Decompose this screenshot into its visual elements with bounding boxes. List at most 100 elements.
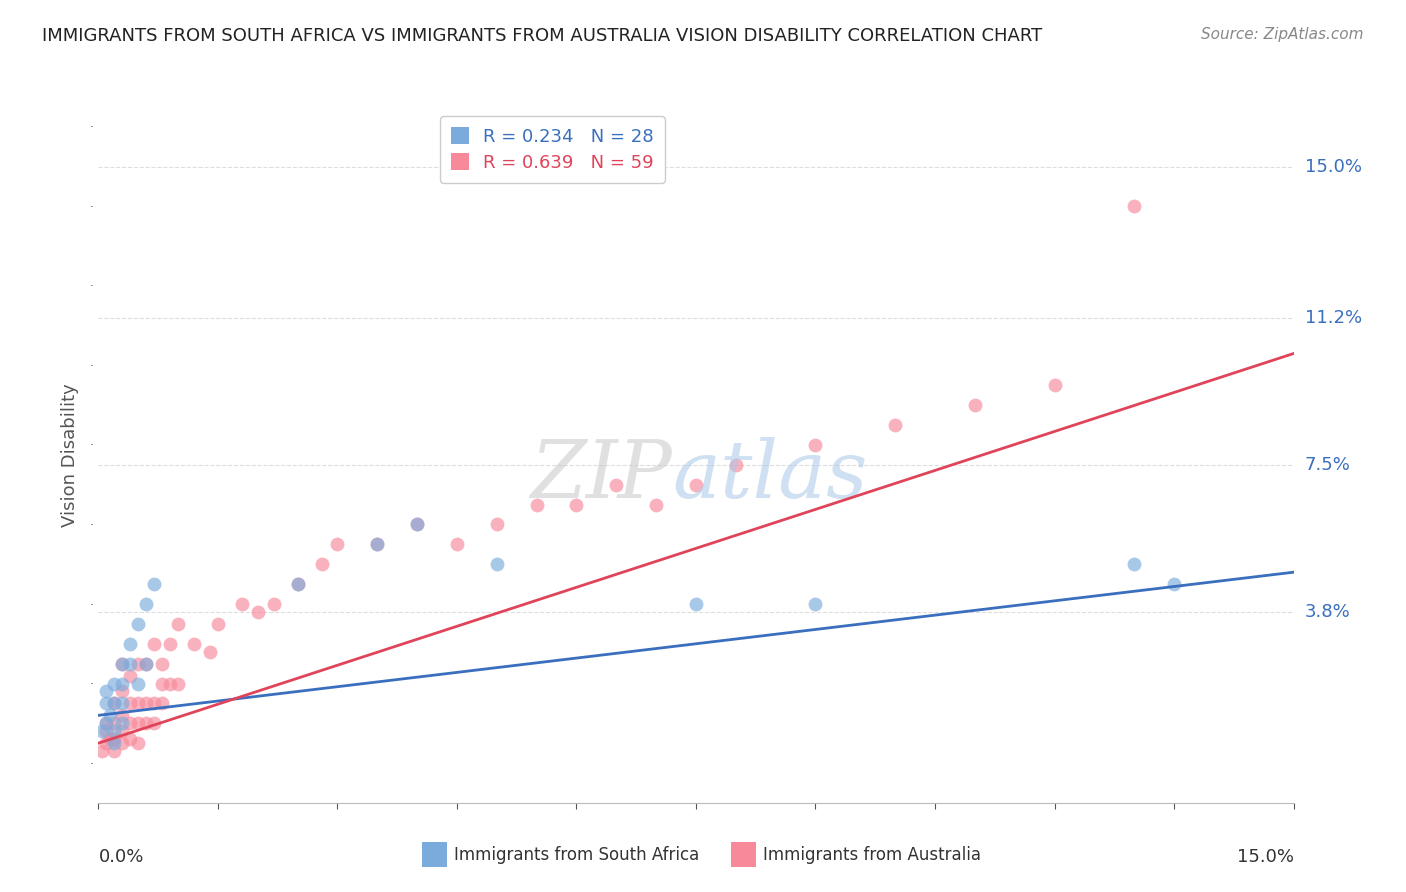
Text: 11.2%: 11.2% — [1305, 309, 1362, 326]
Point — [1163, 577, 1185, 591]
Point — [98, 732, 122, 747]
Point — [406, 517, 429, 532]
Point — [198, 645, 221, 659]
Point — [127, 657, 149, 671]
Point — [103, 732, 125, 747]
Point — [111, 736, 134, 750]
Point — [96, 724, 118, 739]
Text: 15.0%: 15.0% — [1236, 848, 1294, 866]
Point — [120, 716, 142, 731]
Point — [143, 697, 166, 711]
Point — [111, 724, 134, 739]
Point — [96, 716, 118, 731]
Point — [287, 577, 309, 591]
Point — [103, 724, 125, 739]
Point — [143, 637, 166, 651]
Point — [111, 716, 134, 731]
Point — [91, 744, 114, 758]
Text: Immigrants from South Africa: Immigrants from South Africa — [454, 846, 699, 863]
Point — [103, 676, 125, 690]
Point — [231, 597, 253, 611]
Point — [150, 676, 173, 690]
Y-axis label: Vision Disability: Vision Disability — [62, 383, 79, 527]
Point — [120, 732, 142, 747]
Point — [135, 657, 157, 671]
Point — [111, 657, 134, 671]
Point — [159, 637, 181, 651]
Point — [91, 724, 114, 739]
Point — [103, 716, 125, 731]
Point — [96, 684, 118, 698]
Point — [1123, 199, 1146, 213]
Point — [135, 657, 157, 671]
Point — [98, 708, 122, 723]
Point — [111, 657, 134, 671]
Point — [135, 716, 157, 731]
Point — [127, 697, 149, 711]
Point — [103, 736, 125, 750]
Point — [207, 616, 229, 631]
Point — [804, 597, 827, 611]
Legend: R = 0.234   N = 28, R = 0.639   N = 59: R = 0.234 N = 28, R = 0.639 N = 59 — [440, 116, 665, 183]
Point — [159, 676, 181, 690]
Point — [406, 517, 429, 532]
Point — [127, 716, 149, 731]
Point — [96, 716, 118, 731]
Point — [326, 537, 349, 551]
Point — [884, 418, 907, 433]
Point — [135, 697, 157, 711]
Point — [111, 708, 134, 723]
Point — [485, 558, 508, 572]
Point — [645, 498, 668, 512]
Text: 7.5%: 7.5% — [1305, 456, 1351, 474]
Point — [111, 684, 134, 698]
Point — [150, 697, 173, 711]
Text: 3.8%: 3.8% — [1305, 603, 1350, 621]
Point — [804, 438, 827, 452]
Point — [120, 657, 142, 671]
Point — [605, 477, 627, 491]
Point — [485, 517, 508, 532]
Point — [111, 676, 134, 690]
Point — [263, 597, 285, 611]
Point — [167, 616, 190, 631]
Text: Immigrants from Australia: Immigrants from Australia — [763, 846, 981, 863]
Point — [446, 537, 468, 551]
Text: ZIP: ZIP — [530, 437, 672, 515]
Point — [167, 676, 190, 690]
Point — [127, 736, 149, 750]
Point — [685, 597, 707, 611]
Point — [96, 736, 118, 750]
Point — [1043, 378, 1066, 392]
Point — [366, 537, 388, 551]
Point — [120, 668, 142, 682]
Text: 0.0%: 0.0% — [98, 848, 143, 866]
Point — [183, 637, 205, 651]
Point — [103, 697, 125, 711]
Text: Source: ZipAtlas.com: Source: ZipAtlas.com — [1201, 27, 1364, 42]
Point — [127, 616, 149, 631]
Point — [287, 577, 309, 591]
Point — [685, 477, 707, 491]
Point — [526, 498, 548, 512]
Point — [135, 597, 157, 611]
Point — [724, 458, 747, 472]
Point — [311, 558, 333, 572]
Point — [127, 676, 149, 690]
Text: IMMIGRANTS FROM SOUTH AFRICA VS IMMIGRANTS FROM AUSTRALIA VISION DISABILITY CORR: IMMIGRANTS FROM SOUTH AFRICA VS IMMIGRAN… — [42, 27, 1042, 45]
Point — [143, 577, 166, 591]
Point — [246, 605, 269, 619]
Text: 15.0%: 15.0% — [1305, 158, 1361, 176]
Point — [103, 744, 125, 758]
Point — [1123, 558, 1146, 572]
Point — [963, 398, 986, 412]
Point — [120, 637, 142, 651]
Point — [96, 697, 118, 711]
Point — [143, 716, 166, 731]
Point — [565, 498, 588, 512]
Point — [150, 657, 173, 671]
Point — [366, 537, 388, 551]
Point — [103, 697, 125, 711]
Text: atlas: atlas — [672, 437, 868, 515]
Point — [111, 697, 134, 711]
